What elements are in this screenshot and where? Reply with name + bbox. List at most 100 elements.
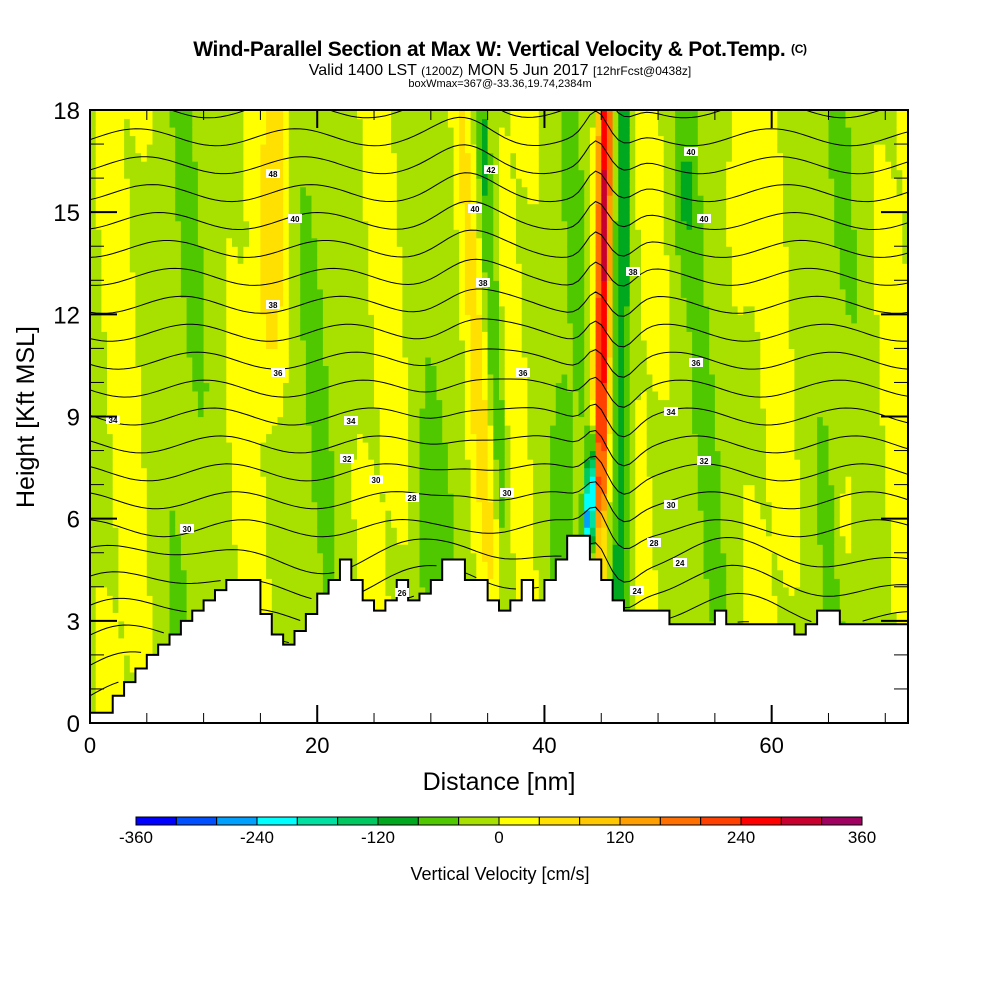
field-cell [408, 152, 415, 162]
field-cell [118, 373, 125, 383]
field-cell [175, 339, 182, 349]
field-cell [351, 425, 358, 435]
field-cell [237, 552, 244, 562]
field-cell [254, 263, 261, 273]
field-cell [311, 450, 318, 460]
field-cell [186, 144, 193, 154]
field-cell [266, 110, 273, 120]
field-cell [300, 399, 307, 409]
field-cell [197, 586, 205, 596]
field-cell [220, 127, 227, 137]
field-cell [237, 237, 244, 247]
field-cell [442, 237, 449, 247]
field-cell [197, 305, 205, 315]
field-cell [135, 544, 142, 554]
field-cell [169, 237, 176, 247]
field-cell [345, 391, 352, 401]
field-cell [311, 169, 318, 179]
field-cell [141, 220, 148, 230]
field-cell [368, 339, 375, 349]
field-cell [232, 433, 239, 443]
field-cell [112, 671, 119, 681]
field-cell [391, 212, 398, 222]
field-cell [192, 195, 199, 205]
field-cell [237, 144, 244, 154]
field-cell [220, 493, 227, 503]
field-cell [334, 212, 341, 222]
field-cell [254, 391, 261, 401]
field-cell [266, 288, 273, 298]
field-cell [396, 229, 404, 239]
field-cell [129, 467, 137, 477]
field-cell [175, 382, 182, 392]
field-cell [402, 518, 409, 528]
field-cell [277, 552, 284, 562]
field-cell [425, 501, 432, 511]
field-cell [124, 127, 131, 137]
field-cell [209, 203, 216, 213]
field-cell [277, 391, 284, 401]
field-cell [215, 144, 222, 154]
field-cell [158, 339, 165, 349]
field-cell [300, 586, 307, 596]
field-cell [158, 544, 165, 554]
field-cell [374, 373, 381, 383]
field-cell [90, 654, 97, 664]
field-cell [351, 195, 358, 205]
field-cell [129, 237, 137, 247]
field-cell [118, 484, 125, 494]
field-cell [311, 195, 318, 205]
field-cell [277, 186, 284, 196]
field-cell [118, 680, 125, 690]
field-cell [118, 561, 125, 571]
field-cell [152, 203, 159, 213]
field-cell [237, 161, 244, 171]
field-cell [203, 144, 210, 154]
field-cell [362, 212, 369, 222]
field-cell [300, 527, 307, 537]
field-cell [277, 161, 284, 171]
field-cell [101, 663, 108, 673]
field-cell [436, 280, 443, 290]
field-cell [419, 297, 426, 307]
field-cell [175, 595, 182, 605]
field-cell [385, 322, 392, 332]
field-cell [186, 578, 193, 588]
field-cell [112, 663, 119, 673]
field-cell [305, 595, 313, 605]
field-cell [180, 552, 188, 562]
field-cell [300, 229, 307, 239]
field-cell [339, 229, 347, 239]
field-cell [277, 373, 284, 383]
field-cell [357, 246, 364, 256]
field-cell [391, 161, 398, 171]
field-cell [152, 629, 159, 639]
field-cell [379, 271, 386, 281]
field-cell [430, 442, 438, 452]
field-cell [351, 186, 358, 196]
field-cell [368, 314, 375, 324]
field-cell [425, 586, 432, 596]
field-cell [135, 169, 142, 179]
field-cell [464, 152, 472, 162]
field-cell [249, 297, 256, 307]
field-cell [476, 408, 483, 418]
field-cell [436, 212, 443, 222]
field-cell [169, 408, 176, 418]
field-cell [124, 246, 131, 256]
field-cell [277, 561, 284, 571]
field-cell [129, 442, 137, 452]
field-cell [90, 263, 97, 273]
field-cell [112, 629, 119, 639]
field-cell [152, 586, 159, 596]
field-cell [317, 416, 324, 426]
field-cell [482, 569, 489, 579]
field-cell [101, 552, 108, 562]
field-cell [277, 484, 284, 494]
field-cell [141, 110, 148, 120]
field-cell [271, 220, 279, 230]
field-cell [351, 399, 358, 409]
field-cell [288, 356, 296, 366]
field-cell [112, 220, 119, 230]
field-cell [158, 518, 165, 528]
